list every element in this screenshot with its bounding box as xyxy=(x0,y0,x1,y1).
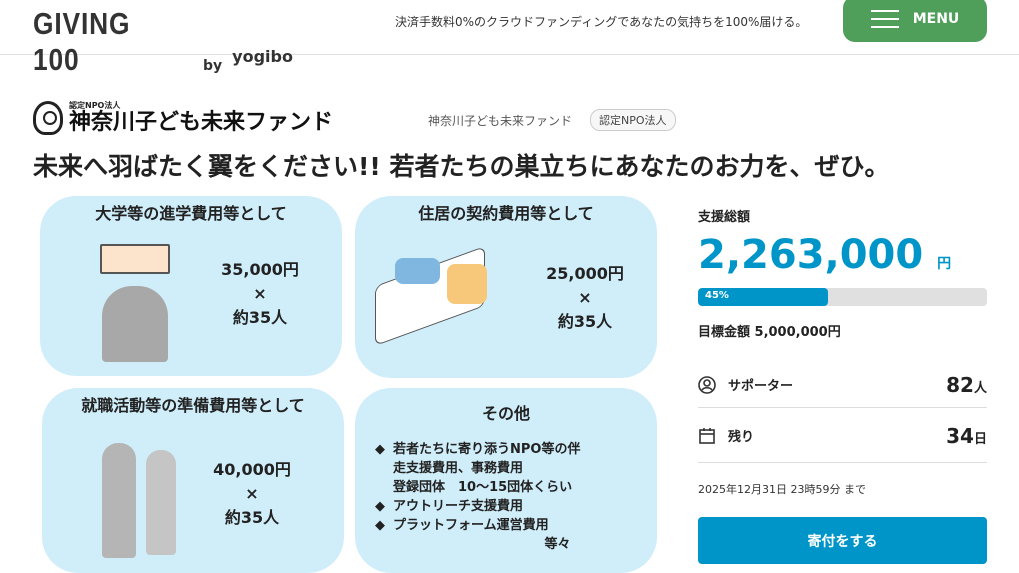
supporters-value: 82人 xyxy=(946,372,987,397)
menu-label: MENU xyxy=(912,11,960,27)
desk-illustration xyxy=(447,264,487,304)
card-amount: 40,000円 × 約35人 xyxy=(213,460,291,527)
org-logo-small: 認定NPO法人 xyxy=(69,101,121,110)
yogibo-logo: yogibo xyxy=(232,47,293,66)
menu-button[interactable]: MENU xyxy=(843,0,987,42)
progress-bar: 45% xyxy=(698,288,987,306)
org-mark-icon xyxy=(33,101,63,135)
card-education: 大学等の進学費用等として 35,000円 × 約35人 xyxy=(40,196,342,376)
user-circle-icon xyxy=(698,375,716,394)
supporters-label: サポーター xyxy=(728,379,794,394)
card-job-hunting: 就職活動等の準備費用等として 40,000円 × 約35人 xyxy=(42,388,344,573)
card-other: その他 若者たちに寄り添うNPO等の伴 走支援費用、事務費用 登録団体 10～1… xyxy=(355,388,657,573)
bed-illustration xyxy=(395,258,440,284)
org-badge: 認定NPO法人 xyxy=(590,109,676,131)
logo-by: by xyxy=(203,58,223,74)
student-illustration xyxy=(102,286,168,362)
woman-illustration xyxy=(146,450,176,555)
card-heading: 大学等の進学費用等として xyxy=(95,204,287,223)
logo-text: GIVING 100 xyxy=(33,6,131,77)
page-title: 未来へ羽ばたく翼をください!! 若者たちの巣立ちにあなたのお力を、ぜひ。 xyxy=(33,152,890,181)
card-heading: 住居の契約費用等として xyxy=(418,204,594,223)
remaining-row: 残り 34日 xyxy=(698,409,987,463)
org-logo[interactable]: 認定NPO法人 神奈川子ども未来ファンド xyxy=(33,100,333,135)
card-heading: その他 xyxy=(481,404,530,423)
supporters-row: サポーター 82人 xyxy=(698,362,987,408)
progress-fill: 45% xyxy=(698,288,829,306)
card-housing: 住居の契約費用等として 25,000円 × 約35人 xyxy=(355,196,657,378)
goal-amount: 目標金額 5,000,000円 xyxy=(698,325,841,340)
deadline: 2025年12月31日 23時59分 まで xyxy=(698,483,866,496)
card-heading: 就職活動等の準備費用等として xyxy=(81,396,305,415)
org-name-link[interactable]: 神奈川子ども未来ファンド xyxy=(428,114,573,128)
donate-button[interactable]: 寄付をする xyxy=(698,517,987,564)
total-label: 支援総額 xyxy=(698,210,751,225)
tagline: 決済手数料0%のクラウドファンディングであなたの気持ちを100%届ける。 xyxy=(395,15,808,29)
site-header: GIVING 100 by yogibo 決済手数料0%のクラウドファンディング… xyxy=(0,0,1019,77)
hamburger-icon xyxy=(870,10,899,28)
card-amount: 25,000円 × 約35人 xyxy=(546,264,624,331)
org-logo-name: 神奈川子ども未来ファンド xyxy=(69,110,334,135)
calendar-icon xyxy=(699,427,715,444)
other-list: 若者たちに寄り添うNPO等の伴 走支援費用、事務費用 登録団体 10～15団体く… xyxy=(375,440,580,554)
remaining-value: 34日 xyxy=(946,423,987,448)
card-amount: 35,000円 × 約35人 xyxy=(221,260,299,327)
remaining-label: 残り xyxy=(728,430,755,445)
certificate-illustration xyxy=(100,244,170,274)
man-illustration xyxy=(102,443,136,558)
giving100-logo[interactable]: GIVING 100 by yogibo xyxy=(33,6,293,78)
total-amount: 2,263,000 円 xyxy=(698,232,952,278)
